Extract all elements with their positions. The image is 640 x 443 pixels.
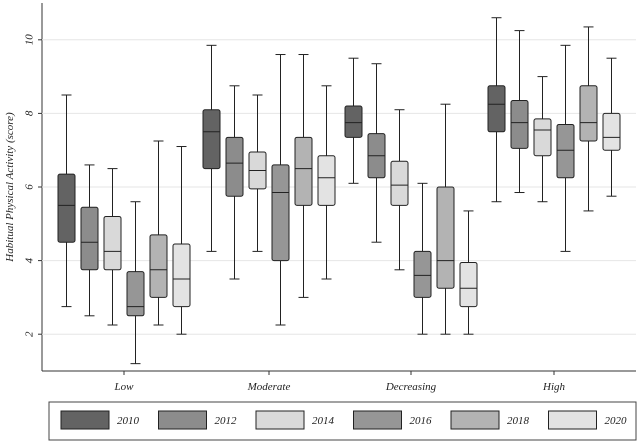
legend-swatch-2012 <box>158 410 207 430</box>
box-high-2010 <box>487 17 506 203</box>
box-body <box>533 118 552 157</box>
box-body <box>344 105 363 138</box>
box-high-2014 <box>533 76 552 203</box>
box-decreasing-2010 <box>344 57 363 184</box>
legend-label-2020: 2020 <box>605 415 628 427</box>
box-body <box>510 100 529 149</box>
legend-swatch-2014 <box>255 410 305 430</box>
box-low-2020 <box>172 146 191 335</box>
box-body <box>459 261 478 308</box>
box-body <box>556 123 575 179</box>
y-tick-label: 4 <box>24 257 36 263</box>
box-low-2012 <box>80 164 99 317</box>
legend-frame <box>48 401 637 441</box>
box-decreasing-2014 <box>390 109 409 271</box>
box-body <box>57 173 76 243</box>
box-body <box>80 206 99 271</box>
box-low-2018 <box>149 140 168 326</box>
y-axis: 2 4 6 8 10 <box>24 3 636 371</box>
box-moderate-2018 <box>294 54 313 298</box>
legend-label-2016: 2016 <box>410 415 433 427</box>
box-high-2016 <box>556 44 575 252</box>
box-decreasing-2016 <box>413 182 432 335</box>
box-decreasing-2012 <box>367 63 386 243</box>
box-body <box>225 136 244 197</box>
legend-label-2014: 2014 <box>312 415 335 427</box>
box-moderate-2012 <box>225 85 244 280</box>
box-low-2010 <box>57 94 76 308</box>
x-axis: Low Moderate Decreasing High <box>42 370 636 393</box>
legend-swatch-2020 <box>548 410 597 430</box>
box-body <box>487 85 506 133</box>
box-body <box>390 160 409 206</box>
legend-label-2010: 2010 <box>117 415 140 427</box>
box-decreasing-2020 <box>459 210 478 335</box>
box-body <box>202 109 221 170</box>
box-body <box>317 155 336 206</box>
box-moderate-2014 <box>248 94 267 252</box>
box-high-2012 <box>510 30 529 194</box>
box-moderate-2016 <box>271 54 290 326</box>
box-moderate-2020 <box>317 85 336 280</box>
box-high-2018 <box>579 26 598 212</box>
box-body <box>149 234 168 298</box>
box-body <box>579 85 598 142</box>
x-tick-label: Moderate <box>247 381 291 393</box>
x-tick-label: Decreasing <box>385 381 437 393</box>
y-axis-title: Habitual Physical Activity (score) <box>4 112 16 263</box>
box-body <box>103 215 122 271</box>
legend-swatch-2010 <box>60 410 110 430</box>
box-body <box>602 112 621 151</box>
y-tick-label: 2 <box>24 331 36 337</box>
box-body <box>413 250 432 298</box>
box-body <box>271 164 290 262</box>
legend-label-2018: 2018 <box>507 415 530 427</box>
y-tick-label: 8 <box>24 110 36 116</box>
box-body <box>172 243 191 308</box>
y-tick-label: 6 <box>24 184 36 190</box>
legend: 2010 2012 2014 2016 2018 2020 <box>48 401 637 441</box>
box-low-2016 <box>126 201 145 365</box>
box-group <box>57 17 621 365</box>
box-high-2020 <box>602 57 621 197</box>
y-tick-label: 10 <box>24 34 36 46</box>
x-tick-label: High <box>542 381 566 393</box>
box-body <box>436 186 455 289</box>
box-body <box>294 136 313 206</box>
box-moderate-2010 <box>202 44 221 252</box>
x-tick-label: Low <box>114 381 135 393</box>
legend-swatch-2016 <box>353 410 402 430</box>
legend-swatch-2018 <box>450 410 500 430</box>
box-low-2014 <box>103 168 122 326</box>
legend-label-2012: 2012 <box>215 415 238 427</box>
box-body <box>126 271 145 317</box>
box-decreasing-2018 <box>436 103 455 335</box>
